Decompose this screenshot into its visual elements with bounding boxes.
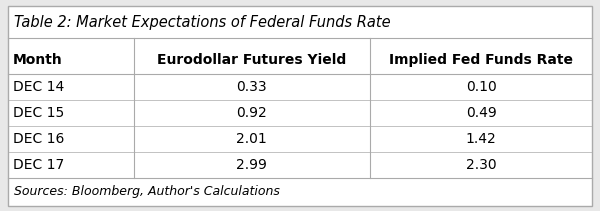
Text: Implied Fed Funds Rate: Implied Fed Funds Rate <box>389 53 573 67</box>
Text: 0.49: 0.49 <box>466 106 496 120</box>
Text: 2.30: 2.30 <box>466 158 496 172</box>
Text: Eurodollar Futures Yield: Eurodollar Futures Yield <box>157 53 346 67</box>
Text: Month: Month <box>13 53 63 67</box>
Text: 0.33: 0.33 <box>236 80 267 94</box>
Text: DEC 17: DEC 17 <box>13 158 64 172</box>
Text: 0.10: 0.10 <box>466 80 496 94</box>
Text: 2.01: 2.01 <box>236 132 267 146</box>
Text: 2.99: 2.99 <box>236 158 267 172</box>
Text: DEC 14: DEC 14 <box>13 80 64 94</box>
Text: 1.42: 1.42 <box>466 132 496 146</box>
Text: DEC 15: DEC 15 <box>13 106 64 120</box>
Text: DEC 16: DEC 16 <box>13 132 64 146</box>
Text: Table 2: Market Expectations of Federal Funds Rate: Table 2: Market Expectations of Federal … <box>14 15 391 30</box>
Text: Sources: Bloomberg, Author's Calculations: Sources: Bloomberg, Author's Calculation… <box>14 185 280 199</box>
Text: 0.92: 0.92 <box>236 106 267 120</box>
